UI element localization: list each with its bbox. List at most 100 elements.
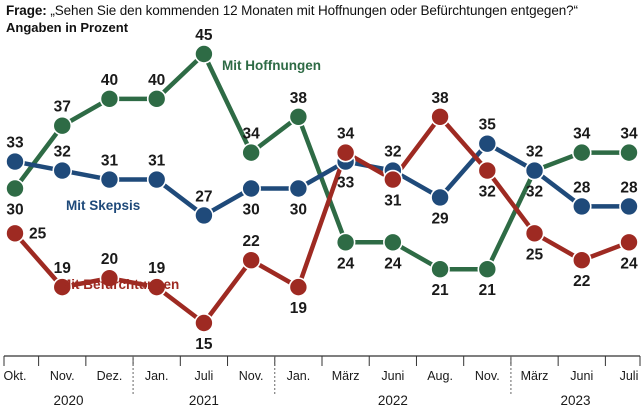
x-tick-label: Nov. [239,369,264,383]
data-label-mit-hoffnungen: 34 [243,126,261,143]
data-label-mit-hoffnungen: 24 [337,255,355,272]
data-label-mit-bef-rchtungen: 19 [290,300,308,317]
data-point-mit-bef-rchtungen [430,106,450,127]
x-tick-label: Nov. [50,369,75,383]
x-tick-label: Nov. [475,369,500,383]
chart-subtitle: Angaben in Prozent [6,20,129,35]
data-point-mit-bef-rchtungen [241,250,261,271]
series-name-mit-hoffnungen: Mit Hoffnungen [222,58,321,73]
data-label-mit-skepsis: 28 [573,179,591,196]
x-tick-label: Juni [381,369,404,383]
data-point-mit-skepsis [194,205,214,226]
data-point-mit-hoffnungen [335,232,356,253]
data-label-mit-hoffnungen: 40 [101,72,118,89]
series-points [5,44,639,333]
data-label-mit-skepsis: 32 [384,144,401,161]
data-point-mit-bef-rchtungen [288,277,309,297]
data-point-mit-skepsis [146,169,167,190]
data-label-mit-hoffnungen: 21 [479,282,497,299]
data-point-mit-skepsis [99,169,120,190]
data-point-mit-bef-rchtungen [5,223,25,244]
data-point-mit-hoffnungen [146,89,167,109]
data-point-mit-skepsis [5,151,25,172]
data-point-mit-hoffnungen [5,178,25,199]
data-label-mit-hoffnungen: 30 [6,202,23,219]
x-tick-label: Jan. [145,369,169,383]
data-point-mit-hoffnungen [477,259,498,280]
data-label-mit-skepsis: 31 [101,153,119,170]
data-point-mit-bef-rchtungen [99,268,120,288]
series-names: Mit Hoffnungen Mit Skepsis Mit Befürchtung… [60,58,321,292]
data-label-mit-skepsis: 27 [195,188,212,205]
data-label-mit-hoffnungen: 24 [384,255,402,272]
data-label-mit-skepsis: 31 [148,153,166,170]
data-point-mit-bef-rchtungen [194,313,214,333]
data-label-mit-hoffnungen: 34 [620,126,638,143]
chart-title: Frage: „Sehen Sie den kommenden 12 Monat… [6,3,578,18]
data-point-mit-hoffnungen [619,142,639,163]
data-label-mit-hoffnungen: 32 [526,144,543,161]
data-point-mit-skepsis [524,160,545,181]
data-label-mit-bef-rchtungen: 22 [243,233,260,250]
series-name-mit-bef-rchtungen: Mit Befürchtungen [60,277,179,292]
x-tick-label: Okt. [4,369,27,383]
x-tick-label: März [521,369,549,383]
data-point-mit-skepsis [571,196,592,217]
data-label-mit-skepsis: 28 [620,179,638,196]
data-label-mit-hoffnungen: 45 [195,27,213,44]
data-label-mit-hoffnungen: 40 [148,72,165,89]
data-point-mit-skepsis [241,178,261,199]
data-label-mit-skepsis: 30 [243,202,260,219]
data-point-mit-skepsis [288,178,309,199]
data-label-mit-bef-rchtungen: 25 [526,246,544,263]
data-point-mit-bef-rchtungen [146,277,167,297]
data-label-mit-skepsis: 33 [337,175,355,192]
year-label: 2020 [54,393,84,408]
data-label-mit-hoffnungen: 34 [573,126,591,143]
data-label-mit-skepsis: 33 [6,135,24,152]
data-point-mit-bef-rchtungen [571,250,592,271]
data-label-mit-bef-rchtungen: 31 [384,193,402,210]
data-label-mit-bef-rchtungen: 22 [573,273,590,290]
data-point-mit-hoffnungen [194,44,214,64]
x-tick-label: Juni [570,369,593,383]
data-point-mit-hoffnungen [288,106,309,127]
x-tick-label: Aug. [427,369,453,383]
data-label-mit-bef-rchtungen: 20 [101,251,118,268]
data-label-mit-bef-rchtungen: 19 [54,260,72,277]
data-label-mit-skepsis: 32 [526,184,543,201]
data-point-mit-bef-rchtungen [52,277,73,297]
data-point-mit-skepsis [430,187,450,208]
x-axis: Okt. Nov. Dez. Jan. Juli Nov. Jan. März Juni Aug.… [3,355,641,408]
data-point-mit-hoffnungen [571,142,592,163]
data-labels: 30 37 40 40 45 34 38 24 24 21 21 32 34 34 33 32 31 31 27 30… [6,27,638,353]
data-label-mit-hoffnungen: 38 [290,90,308,107]
year-label: 2023 [560,393,590,408]
data-label-mit-hoffnungen: 37 [54,99,71,116]
year-label: 2022 [378,393,408,408]
data-label-mit-bef-rchtungen: 24 [620,255,638,272]
data-point-mit-bef-rchtungen [619,232,639,253]
data-label-mit-bef-rchtungen: 19 [148,260,166,277]
data-point-mit-hoffnungen [241,142,261,163]
title-question: „Sehen Sie den kommenden 12 Monaten mit … [50,3,578,18]
data-label-mit-bef-rchtungen: 34 [337,126,355,143]
data-label-mit-bef-rchtungen: 15 [195,336,213,353]
x-tick-label: Juli [620,369,639,383]
data-label-mit-bef-rchtungen: 25 [29,225,47,242]
data-point-mit-skepsis [477,133,498,154]
data-point-mit-hoffnungen [430,259,450,280]
data-point-mit-skepsis [619,196,639,217]
data-label-mit-skepsis: 29 [431,210,449,227]
data-label-mit-skepsis: 32 [54,144,71,161]
data-point-mit-bef-rchtungen [477,160,498,181]
data-label-mit-skepsis: 30 [290,202,307,219]
data-label-mit-bef-rchtungen: 38 [431,90,449,107]
data-label-mit-skepsis: 35 [479,117,497,134]
year-label: 2021 [189,393,219,408]
series-name-mit-skepsis: Mit Skepsis [66,198,140,213]
data-point-mit-skepsis [52,160,73,181]
data-point-mit-hoffnungen [383,232,403,253]
data-point-mit-hoffnungen [52,115,73,136]
